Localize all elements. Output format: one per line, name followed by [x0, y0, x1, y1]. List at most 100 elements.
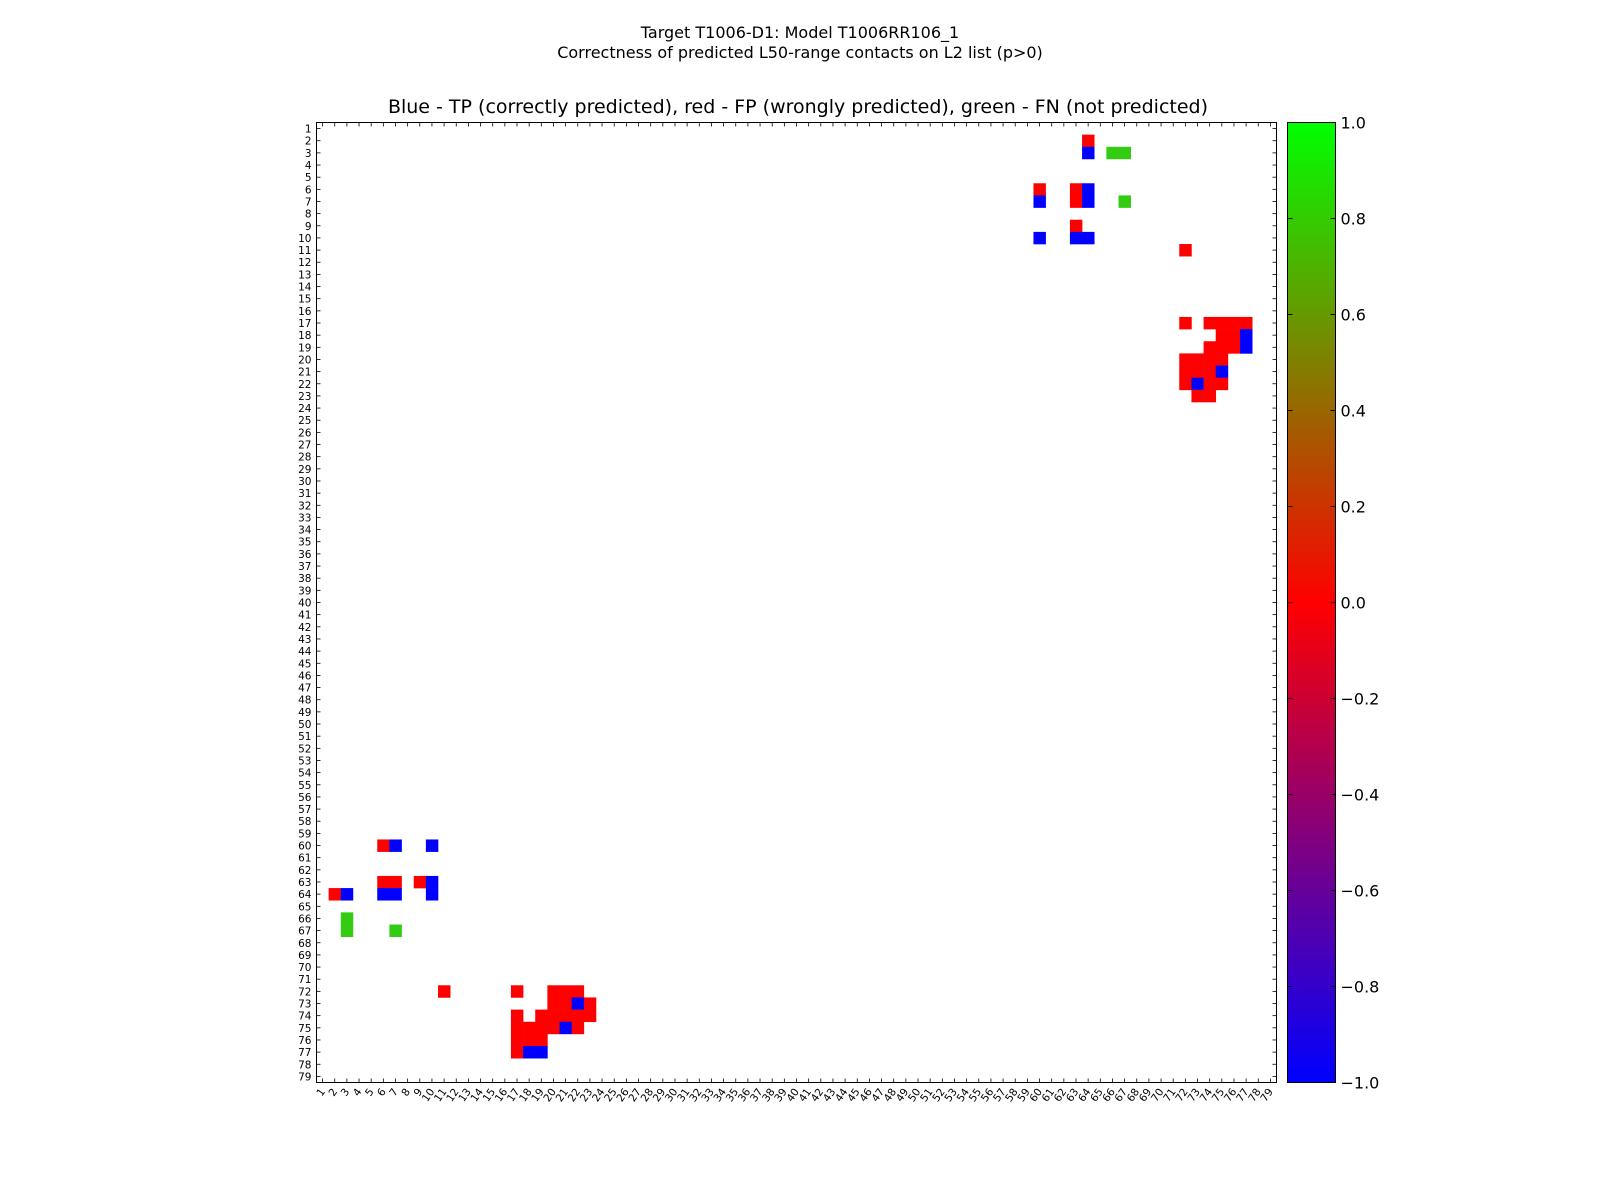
colorbar-tick-label: −0.4: [1341, 786, 1380, 805]
heatmap-cell: [377, 839, 390, 852]
y-tick-label: 64: [298, 889, 312, 901]
y-tick-label: 67: [298, 926, 311, 938]
y-tick-label: 69: [298, 950, 311, 962]
y-tick-label: 10: [298, 233, 311, 245]
heatmap-cell: [510, 1021, 524, 1035]
y-tick-label: 41: [298, 610, 311, 622]
heatmap-axes: 1122334455667788991010111112121313141415…: [298, 122, 1277, 1104]
y-tick-label: 68: [298, 938, 311, 950]
heatmap-cell: [1215, 329, 1229, 342]
heatmap-cell: [328, 888, 342, 901]
y-tick-label: 21: [298, 367, 311, 379]
heatmap-cell: [523, 1046, 536, 1059]
heatmap-cell: [1215, 365, 1229, 378]
heatmap-cell: [1033, 231, 1046, 245]
y-tick-label: 56: [298, 792, 312, 804]
y-tick-label: 62: [298, 865, 311, 877]
heatmap-cell: [1179, 244, 1192, 257]
heatmap-cell: [377, 875, 390, 889]
heatmap-cell: [1179, 377, 1192, 391]
heatmap-cell: [547, 997, 560, 1010]
heatmap-cell: [571, 1021, 585, 1035]
heatmap-cell: [1203, 365, 1217, 378]
heatmap-cell: [413, 875, 427, 889]
y-tick-label: 39: [298, 585, 311, 597]
y-tick-label: 72: [298, 986, 311, 998]
y-tick-label: 26: [298, 427, 312, 439]
heatmap-cell: [1240, 341, 1253, 354]
heatmap-cell: [377, 888, 390, 901]
heatmap-cell: [559, 1009, 572, 1023]
chart-subtitle: Blue - TP (correctly predicted), red - F…: [388, 96, 1208, 118]
heatmap-cell: [583, 997, 597, 1010]
y-tick-label: 47: [298, 683, 311, 695]
heatmap-cell: [1215, 377, 1229, 391]
y-tick-label: 16: [298, 306, 312, 318]
heatmap-cell: [1082, 195, 1095, 208]
heatmap-cell: [1082, 231, 1095, 245]
heatmap-cell: [1227, 341, 1241, 354]
colorbar-tick-label: −0.6: [1341, 882, 1380, 901]
figure-title-line-2: Correctness of predicted L50-range conta…: [557, 43, 1043, 62]
y-tick-label: 23: [298, 391, 311, 403]
y-tick-label: 71: [298, 974, 311, 986]
heatmap-cell: [510, 985, 524, 998]
y-tick-label: 55: [298, 780, 311, 792]
heatmap-cell: [1203, 389, 1217, 403]
y-tick-label: 28: [298, 452, 311, 464]
heatmap-cell: [571, 1009, 585, 1023]
heatmap-cell: [340, 888, 354, 901]
y-tick-label: 70: [298, 962, 311, 974]
y-tick-label: 7: [305, 196, 312, 208]
heatmap-cell: [1069, 195, 1083, 208]
heatmap-cell: [1082, 183, 1095, 196]
heatmap-cell: [389, 888, 402, 901]
y-tick-label: 76: [298, 1035, 312, 1047]
y-tick-label: 14: [298, 282, 312, 294]
y-tick-label: 19: [298, 342, 311, 354]
y-tick-label: 27: [298, 440, 311, 452]
y-tick-label: 48: [298, 695, 311, 707]
heatmap-cell: [1179, 365, 1192, 378]
colorbar-tick-label: −0.2: [1341, 690, 1380, 709]
y-tick-label: 3: [305, 148, 312, 160]
heatmap-cell: [1118, 195, 1131, 208]
figure-title-line-1: Target T1006-D1: Model T1006RR106_1: [640, 23, 960, 42]
heatmap-cell: [1203, 377, 1217, 391]
colorbar-tick-label: −0.8: [1341, 978, 1380, 997]
y-tick-label: 35: [298, 537, 311, 549]
colorbar-tick-label: −1.0: [1341, 1074, 1380, 1093]
y-tick-label: 33: [298, 512, 311, 524]
colorbar-gradient: [1287, 122, 1336, 1083]
heatmap-cell: [547, 985, 560, 998]
heatmap-cell: [1227, 316, 1241, 330]
y-tick-label: 24: [298, 403, 312, 415]
heatmap-cell: [389, 839, 402, 852]
y-tick-label: 45: [298, 658, 311, 670]
y-tick-label: 46: [298, 670, 312, 682]
heatmap-cell: [425, 888, 439, 901]
y-tick-label: 2: [305, 136, 312, 148]
y-tick-label: 5: [305, 172, 312, 184]
y-tick-label: 75: [298, 1023, 311, 1035]
y-tick-label: 9: [305, 221, 312, 233]
heatmap-cell: [1069, 183, 1083, 196]
y-tick-label: 1: [305, 124, 312, 136]
y-tick-label: 54: [298, 768, 312, 780]
heatmap-cell: [1069, 231, 1083, 245]
heatmap-cell: [1033, 183, 1046, 196]
y-tick-label: 77: [298, 1047, 311, 1059]
heatmap-cell: [1191, 389, 1204, 403]
heatmap-cell: [559, 997, 572, 1010]
heatmap-cell: [1240, 329, 1253, 342]
heatmap-cell: [1191, 365, 1204, 378]
heatmap-cell: [1179, 353, 1192, 366]
y-tick-label: 38: [298, 573, 311, 585]
y-tick-label: 6: [305, 184, 312, 196]
heatmap-cell: [1203, 353, 1217, 366]
heatmap-cell: [1215, 316, 1229, 330]
heatmap-cell: [425, 875, 439, 889]
y-tick-label: 17: [298, 318, 311, 330]
heatmap-cell: [510, 1033, 524, 1047]
